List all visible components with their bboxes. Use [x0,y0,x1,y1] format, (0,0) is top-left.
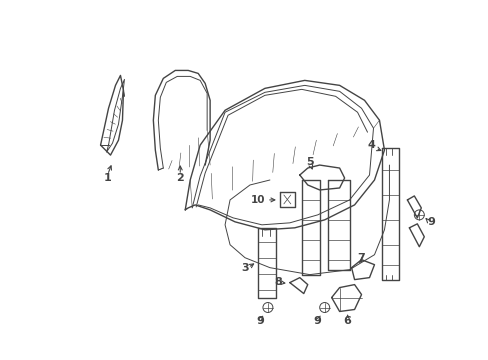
Text: 1: 1 [103,173,111,183]
Text: 9: 9 [256,316,264,327]
Text: 4: 4 [367,140,375,150]
Text: 7: 7 [357,253,365,263]
Text: 8: 8 [273,276,281,287]
Text: 5: 5 [305,157,313,167]
Text: 2: 2 [176,173,184,183]
Text: 9: 9 [313,316,321,327]
Text: 3: 3 [241,263,248,273]
Text: 10: 10 [250,195,264,205]
Text: 6: 6 [343,316,351,327]
Text: 9: 9 [427,217,434,227]
